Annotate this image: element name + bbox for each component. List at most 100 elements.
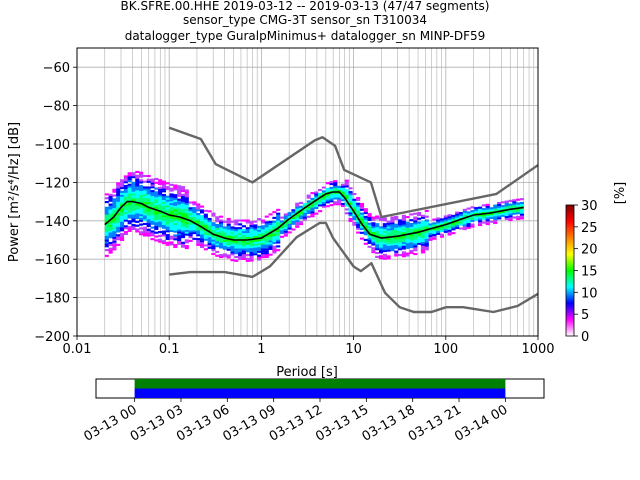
heatmap-cell bbox=[238, 234, 243, 237]
heatmap-cell bbox=[443, 215, 448, 218]
heatmap-cell bbox=[234, 242, 239, 245]
heatmap-cell bbox=[154, 227, 159, 230]
heatmap-cell bbox=[184, 245, 189, 248]
heatmap-cell bbox=[367, 239, 372, 243]
timeline-bar bbox=[134, 388, 506, 398]
heatmap-cell bbox=[394, 229, 399, 232]
heatmap-cell bbox=[386, 226, 391, 229]
heatmap-cell bbox=[291, 211, 296, 214]
heatmap-cell bbox=[257, 227, 262, 230]
heatmap-cell bbox=[283, 224, 288, 228]
heatmap-cell bbox=[180, 193, 186, 196]
heatmap-cell bbox=[146, 211, 151, 214]
heatmap-cell bbox=[409, 242, 414, 245]
heatmap-cell bbox=[131, 225, 136, 229]
heatmap-cell bbox=[108, 226, 113, 229]
heatmap-cell bbox=[386, 247, 391, 250]
heatmap-cell bbox=[142, 213, 147, 216]
heatmap-cell bbox=[142, 211, 147, 214]
heatmap-cell bbox=[340, 202, 346, 206]
heatmap-cell bbox=[413, 216, 418, 219]
heatmap-cell bbox=[211, 235, 216, 238]
heatmap-cell bbox=[333, 203, 338, 206]
heatmap-cell bbox=[127, 183, 132, 186]
heatmap-cell bbox=[279, 231, 285, 235]
heatmap-cell bbox=[386, 243, 391, 246]
heatmap-cell bbox=[436, 221, 441, 224]
heatmap-cell bbox=[184, 229, 189, 232]
heatmap-cell bbox=[161, 201, 166, 204]
heatmap-cell bbox=[161, 234, 166, 237]
heatmap-cell bbox=[234, 232, 239, 236]
heatmap-cell bbox=[169, 202, 174, 206]
heatmap-cell bbox=[215, 225, 220, 229]
heatmap-cell bbox=[108, 216, 113, 220]
heatmap-cell bbox=[112, 242, 117, 245]
heatmap-cell bbox=[158, 231, 163, 234]
heatmap-cell bbox=[264, 255, 269, 259]
heatmap-cell bbox=[154, 218, 159, 221]
heatmap-cell bbox=[394, 252, 399, 255]
heatmap-cell bbox=[154, 235, 159, 238]
heatmap-cell bbox=[272, 239, 277, 242]
heatmap-cell bbox=[127, 202, 132, 206]
heatmap-cell bbox=[146, 180, 151, 183]
heatmap-cell bbox=[203, 217, 208, 220]
heatmap-cell bbox=[443, 225, 448, 228]
heatmap-cell bbox=[154, 225, 159, 229]
heatmap-cell bbox=[367, 226, 372, 229]
heatmap-cell bbox=[119, 219, 125, 222]
heatmap-cell bbox=[375, 244, 380, 247]
heatmap-cell bbox=[192, 209, 197, 212]
heatmap-cell bbox=[150, 191, 155, 195]
heatmap-cell bbox=[497, 213, 502, 216]
heatmap-cell bbox=[378, 228, 384, 231]
heatmap-cell bbox=[150, 205, 155, 208]
heatmap-cell bbox=[420, 251, 425, 254]
heatmap-cell bbox=[253, 251, 258, 254]
heatmap-cell bbox=[398, 219, 403, 222]
heatmap-cell bbox=[222, 239, 227, 243]
heatmap-cell bbox=[241, 242, 246, 245]
heatmap-cell bbox=[455, 226, 460, 230]
heatmap-cell bbox=[177, 204, 182, 207]
heatmap-cell bbox=[207, 246, 212, 249]
heatmap-cell bbox=[458, 227, 464, 230]
heatmap-cell bbox=[253, 220, 258, 223]
heatmap-cell bbox=[211, 224, 216, 227]
heatmap-cell bbox=[519, 213, 525, 216]
heatmap-cell bbox=[108, 228, 113, 231]
heatmap-cell bbox=[196, 220, 201, 223]
heatmap-cell bbox=[211, 247, 216, 250]
heatmap-cell bbox=[108, 247, 113, 250]
heatmap-cell bbox=[158, 204, 163, 207]
heatmap-cell bbox=[264, 238, 269, 241]
heatmap-cell bbox=[310, 199, 315, 202]
heatmap-cell bbox=[279, 220, 285, 223]
heatmap-cell bbox=[196, 228, 201, 231]
heatmap-cell bbox=[215, 243, 220, 246]
heatmap-cell bbox=[485, 215, 490, 218]
heatmap-cell bbox=[139, 188, 144, 192]
colorbar-tick-label: 30 bbox=[581, 199, 598, 214]
heatmap-cell bbox=[245, 248, 250, 251]
heatmap-cell bbox=[142, 217, 147, 220]
heatmap-cell bbox=[180, 201, 186, 204]
heatmap-cell bbox=[165, 186, 170, 189]
heatmap-cell bbox=[150, 195, 155, 198]
heatmap-cell bbox=[420, 249, 425, 252]
heatmap-cell bbox=[497, 203, 502, 207]
heatmap-cell bbox=[139, 217, 144, 220]
colorbar-tick-label: 25 bbox=[581, 221, 598, 236]
heatmap-cell bbox=[165, 243, 170, 246]
heatmap-cell bbox=[180, 207, 186, 210]
heatmap-cell bbox=[238, 219, 243, 222]
heatmap-cell bbox=[356, 210, 361, 213]
heatmap-cell bbox=[131, 208, 136, 211]
heatmap-cell bbox=[177, 229, 182, 232]
heatmap-cell bbox=[154, 216, 159, 219]
heatmap-cell bbox=[150, 178, 155, 181]
heatmap-cell bbox=[116, 191, 121, 195]
heatmap-cell bbox=[108, 251, 113, 254]
heatmap-cell bbox=[512, 199, 517, 202]
